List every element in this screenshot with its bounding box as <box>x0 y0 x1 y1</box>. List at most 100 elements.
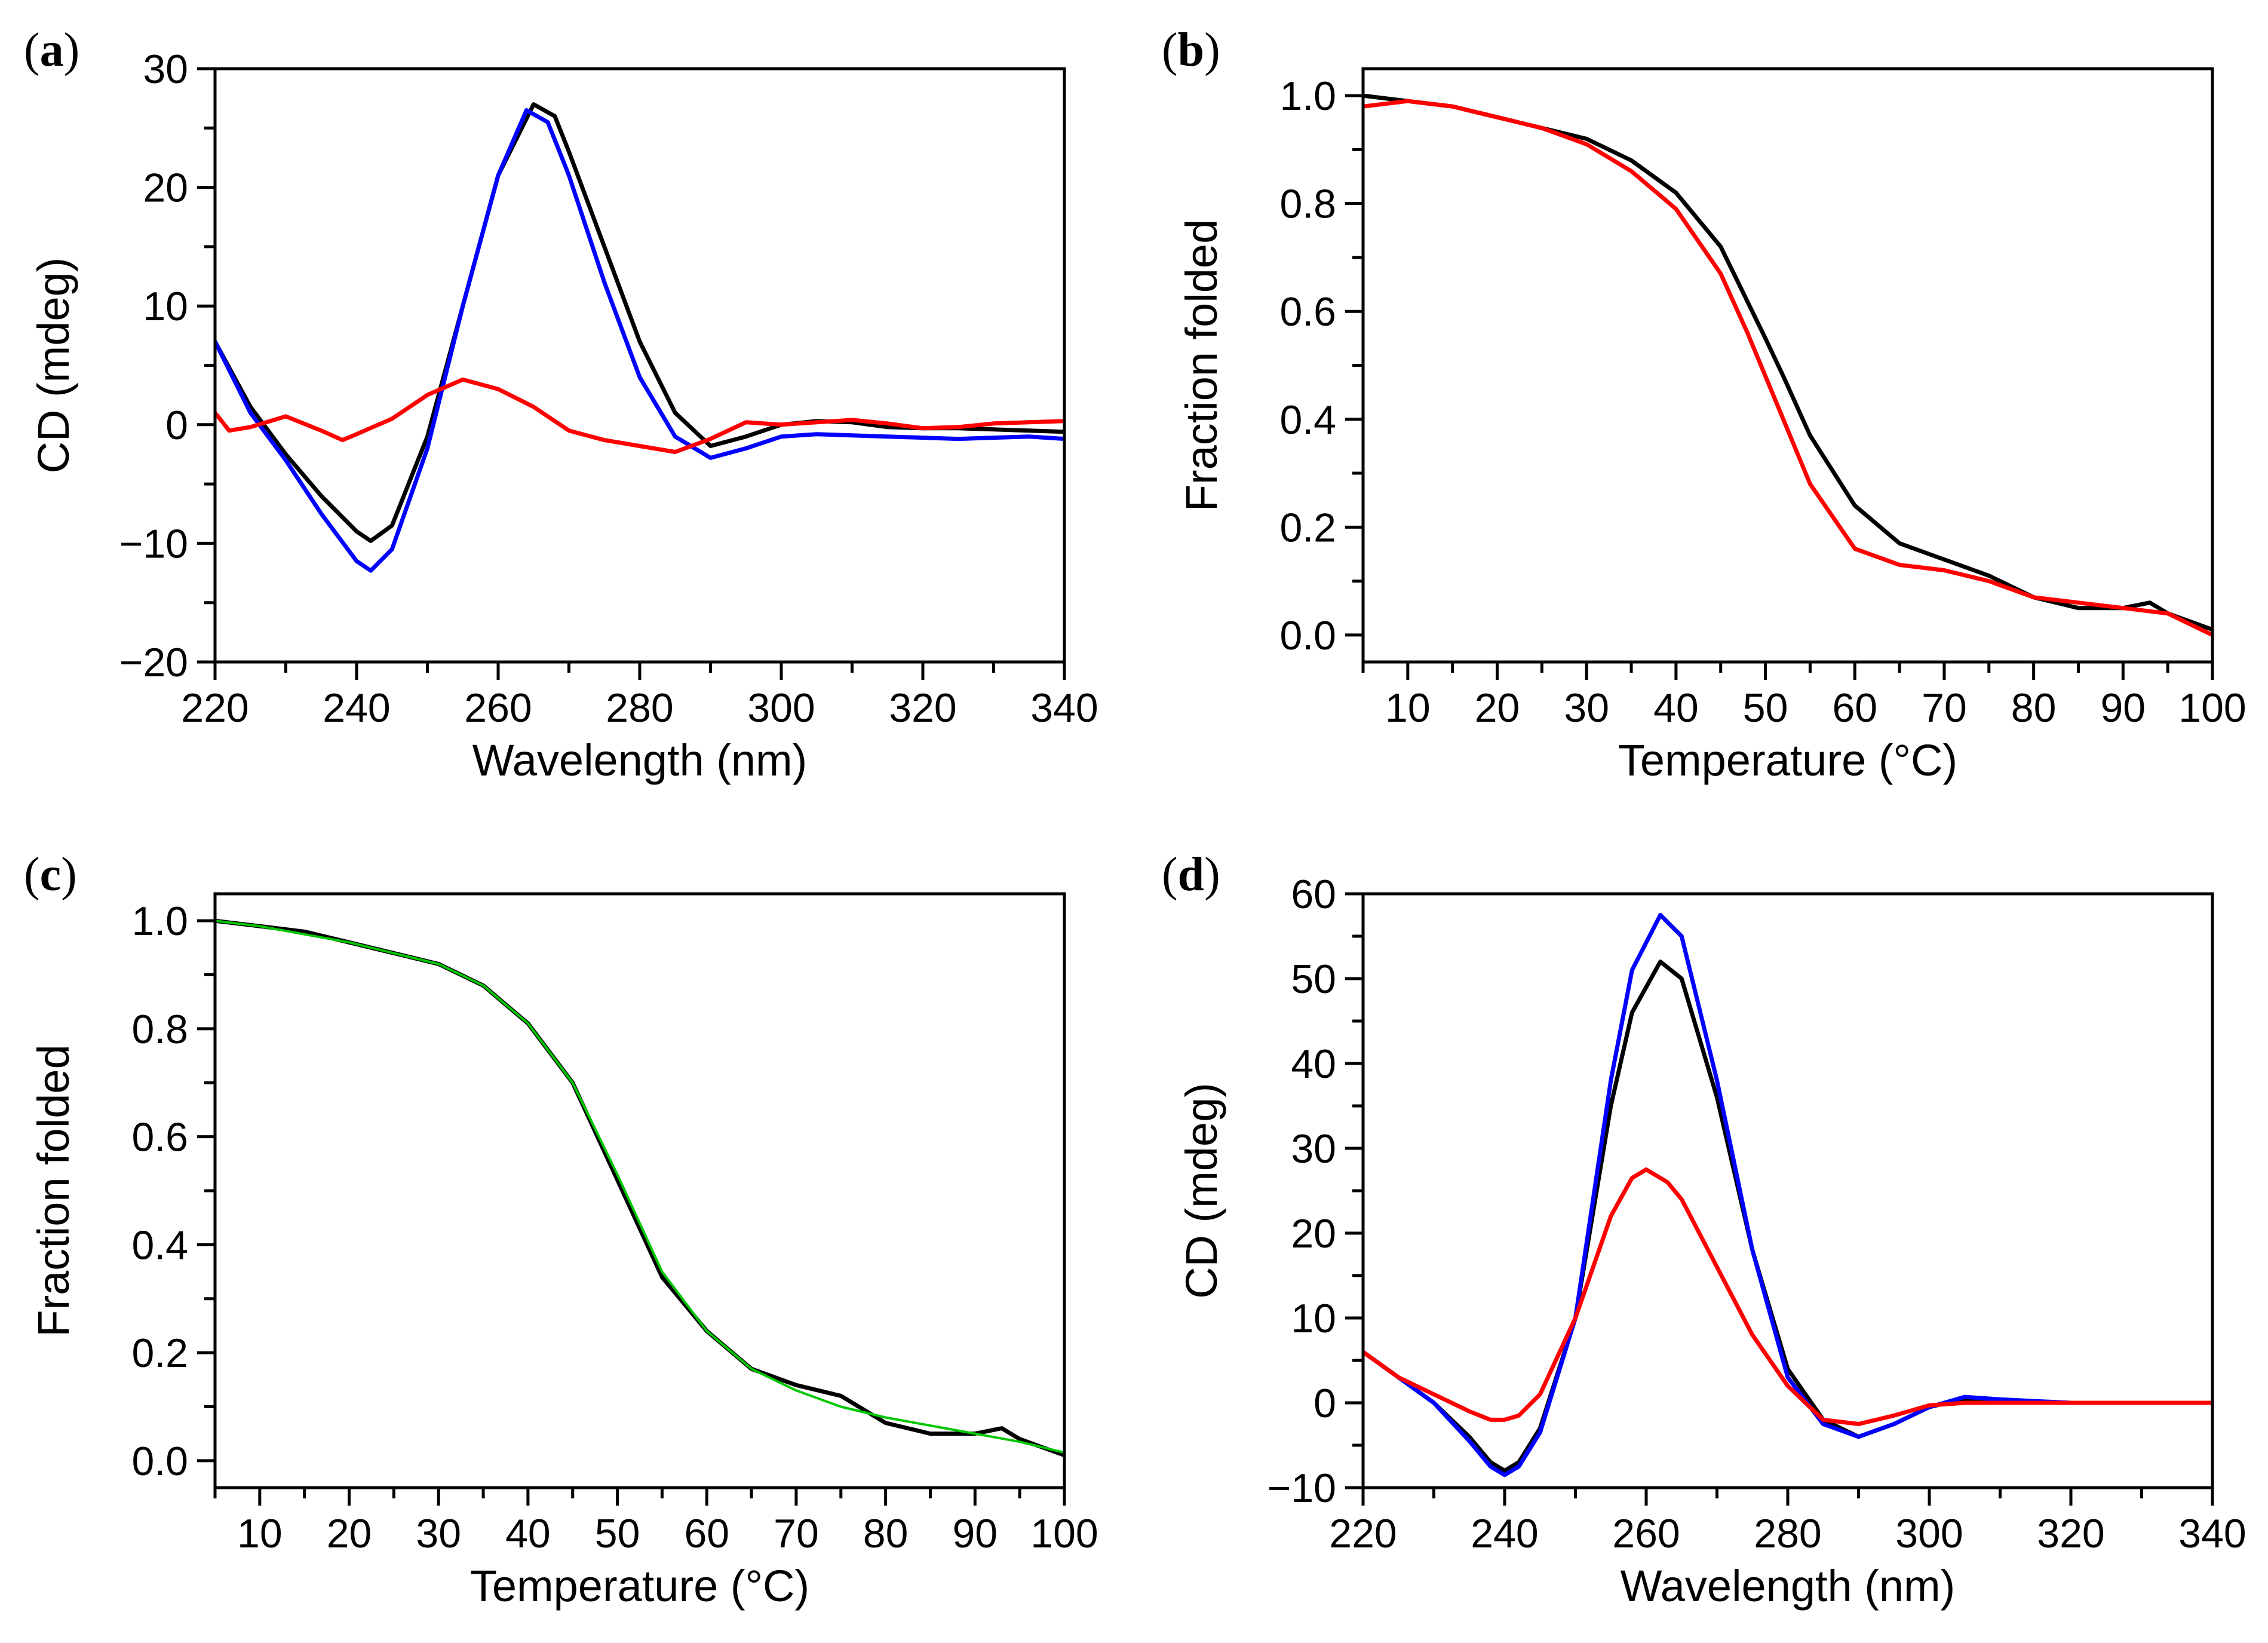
y-tick-label: 0 <box>165 403 188 448</box>
panel-label: (b) <box>1162 24 1220 76</box>
x-tick-label: 20 <box>327 1511 372 1556</box>
x-tick-label: 30 <box>1564 685 1609 731</box>
y-tick-label: 1.0 <box>131 899 188 944</box>
x-tick-label: 260 <box>1612 1511 1680 1556</box>
x-tick-label: 30 <box>416 1511 461 1556</box>
series-black-line <box>215 102 1064 543</box>
y-tick-label: 30 <box>1291 1126 1336 1172</box>
panel-label-letter: b <box>1178 24 1205 76</box>
series-red-line <box>1363 1167 2212 1426</box>
y-tick-label: 0.4 <box>131 1222 188 1268</box>
y-axis-title: Fraction folded <box>29 1044 78 1337</box>
y-tick-label: 0.4 <box>1279 397 1336 443</box>
x-tick-label: 60 <box>684 1511 729 1556</box>
chart-panel-c: (c) 10 20 30 40 50 60 70 80 90 100 0.0 0.2 0.4 0.6 0.8 1… <box>24 848 1098 1611</box>
x-tick-label: 90 <box>2100 685 2146 731</box>
x-tick-label: 20 <box>1475 685 1520 731</box>
y-tick-label: 0.2 <box>1279 505 1336 550</box>
y-axis-title: Fraction folded <box>1177 219 1226 512</box>
y-tick-label: −10 <box>1267 1466 1336 1511</box>
plot-frame <box>1361 892 2214 1489</box>
y-axis-title: CD (mdeg) <box>1177 1083 1226 1299</box>
x-tick-label: 40 <box>505 1511 551 1556</box>
panel-label: (d) <box>1162 848 1220 901</box>
plot-frame <box>1361 67 2214 664</box>
series-black-line <box>1363 93 2212 632</box>
y-tick-label: 60 <box>1291 872 1336 917</box>
panel-label-close: ) <box>1204 24 1220 76</box>
x-tick-label: 80 <box>2011 685 2057 731</box>
panel-label-open: ( <box>1162 848 1178 901</box>
y-tick-label: 0.6 <box>131 1115 188 1160</box>
y-tick-label: 20 <box>1291 1211 1336 1256</box>
x-tick-label: 50 <box>1743 685 1788 731</box>
x-axis-title: Temperature (°C) <box>1618 735 1957 785</box>
x-tick-label: 70 <box>1922 685 1967 731</box>
x-tick-label: 60 <box>1832 685 1877 731</box>
series-green-line <box>215 919 1064 1454</box>
y-tick-label: 0.8 <box>1279 182 1336 227</box>
y-tick-label: 40 <box>1291 1041 1336 1087</box>
x-tick-label: 10 <box>1385 685 1431 731</box>
x-tick-label: 340 <box>2178 1511 2246 1556</box>
y-tick-label: 0.2 <box>131 1331 188 1376</box>
y-tick-label: 30 <box>143 47 188 92</box>
x-tick-label: 300 <box>747 685 815 731</box>
x-tick-label: 220 <box>1329 1511 1397 1556</box>
y-tick-label: 1.0 <box>1279 73 1336 119</box>
x-tick-label: 10 <box>237 1511 283 1556</box>
x-tick-label: 80 <box>863 1511 909 1556</box>
y-axis-title: CD (mdeg) <box>29 258 78 474</box>
chart-panel-b: (b) 10 20 30 40 50 60 70 80 90 100 0.0 0.2 0.4 0.6 0.8 1… <box>1162 24 2246 785</box>
x-tick-label: 240 <box>323 685 390 731</box>
panel-label-close: ) <box>64 24 80 76</box>
panel-label: (a) <box>24 24 79 76</box>
y-tick-label: 10 <box>143 284 188 329</box>
panel-label: (c) <box>24 848 77 901</box>
x-tick-label: 220 <box>181 685 248 731</box>
y-tick-label: −20 <box>119 640 188 685</box>
y-tick-label: 0.6 <box>1279 289 1336 335</box>
x-tick-label: 70 <box>774 1511 819 1556</box>
x-tick-label: 280 <box>1754 1511 1821 1556</box>
y-tick-label: 0.8 <box>131 1007 188 1052</box>
x-tick-label: 100 <box>1030 1511 1098 1556</box>
plot-frame <box>213 892 1066 1489</box>
x-tick-label: 280 <box>606 685 673 731</box>
series-blue-line <box>215 108 1064 573</box>
series-red-line <box>1363 99 2212 637</box>
panel-label-open: ( <box>24 848 40 901</box>
chart-panel-d: (d) 220 240 260 280 300 320 340 −10 0 10 20 30 40 50 60… <box>1162 848 2246 1611</box>
x-tick-label: 300 <box>1895 1511 1963 1556</box>
x-tick-label: 40 <box>1653 685 1699 731</box>
panel-label-open: ( <box>24 24 40 76</box>
y-tick-label: 0.0 <box>131 1439 188 1484</box>
x-tick-label: 50 <box>595 1511 640 1556</box>
series-blue-line <box>1363 913 2212 1478</box>
chart-panel-a: (a) 220 240 260 280 300 320 340 −20 −10 0 10 20 30 Wav… <box>24 24 1098 785</box>
y-tick-label: 50 <box>1291 957 1336 1002</box>
series-black-line <box>215 918 1064 1458</box>
panel-label-letter: c <box>40 848 62 901</box>
x-axis-title: Temperature (°C) <box>470 1561 809 1611</box>
y-tick-label: 10 <box>1291 1296 1336 1341</box>
series-black-line <box>1363 960 2212 1473</box>
panel-label-letter: a <box>40 24 64 76</box>
x-tick-label: 240 <box>1471 1511 1538 1556</box>
panel-label-close: ) <box>1204 848 1220 901</box>
plot-frame <box>213 67 1066 664</box>
panel-label-close: ) <box>61 848 77 901</box>
panel-label-letter: d <box>1178 848 1205 901</box>
x-tick-label: 100 <box>2178 685 2246 731</box>
y-tick-label: 0 <box>1313 1381 1336 1426</box>
x-tick-label: 320 <box>2037 1511 2104 1556</box>
x-tick-label: 320 <box>889 685 956 731</box>
y-tick-label: −10 <box>119 521 188 566</box>
x-axis-title: Wavelength (nm) <box>472 735 808 785</box>
y-tick-label: 20 <box>143 165 188 211</box>
series-red-line <box>215 377 1064 454</box>
y-tick-label: 0.0 <box>1279 613 1336 658</box>
x-tick-label: 90 <box>952 1511 998 1556</box>
panel-label-open: ( <box>1162 24 1178 76</box>
